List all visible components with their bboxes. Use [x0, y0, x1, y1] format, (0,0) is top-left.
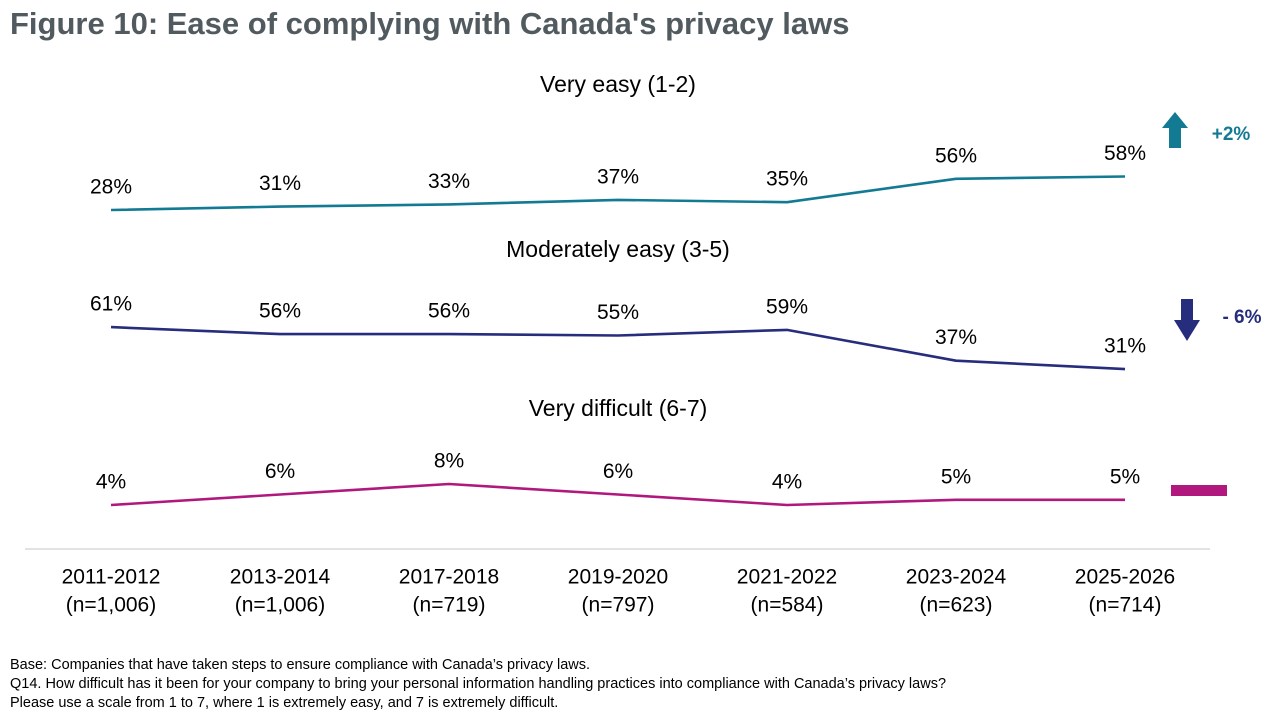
x-tick-sample-0: (n=1,006) — [66, 594, 156, 617]
x-tick-label-1: 2013-2014 — [230, 566, 331, 589]
x-tick-label-6: 2025-2026 — [1075, 566, 1175, 589]
series-line-2 — [110, 482, 1125, 507]
data-label-1-2: 56% — [428, 300, 470, 323]
x-tick-label-3: 2019-2020 — [568, 566, 668, 589]
data-label-2-5: 5% — [941, 465, 971, 488]
page-title: Figure 10: Ease of complying with Canada… — [10, 6, 850, 41]
change-label-1: - 6% — [1222, 307, 1261, 328]
data-label-0-6: 58% — [1104, 142, 1146, 165]
no-change-dash-icon — [1171, 485, 1227, 496]
data-label-1-3: 55% — [597, 301, 639, 324]
series-line-0 — [110, 175, 1126, 212]
x-tick-sample-1: (n=1,006) — [235, 594, 325, 617]
change-label-0: +2% — [1212, 124, 1251, 145]
x-tick-label-0: 2011-2012 — [62, 566, 161, 589]
series-title-0: Very easy (1-2) — [540, 71, 696, 97]
data-label-0-3: 37% — [597, 165, 639, 188]
x-tick-sample-4: (n=584) — [751, 594, 824, 617]
data-label-1-1: 56% — [259, 300, 301, 323]
x-tick-label-5: 2023-2024 — [906, 566, 1007, 589]
data-label-0-0: 28% — [90, 176, 132, 199]
data-label-0-4: 35% — [766, 168, 808, 191]
up-arrow-icon — [1162, 112, 1188, 148]
series-line-1 — [110, 325, 1126, 371]
footnote: Base: Companies that have taken steps to… — [10, 656, 946, 713]
data-label-2-4: 4% — [772, 471, 802, 494]
down-arrow-icon — [1174, 299, 1200, 341]
data-label-2-1: 6% — [265, 460, 295, 483]
data-label-0-5: 56% — [935, 144, 977, 167]
footnote-question: Q14. How difficult has it been for your … — [10, 676, 947, 692]
data-label-1-5: 37% — [935, 326, 977, 349]
x-tick-label-2: 2017-2018 — [399, 566, 499, 589]
data-label-0-2: 33% — [428, 170, 470, 193]
x-tick-sample-3: (n=797) — [582, 594, 655, 617]
footnote-scale: Please use a scale from 1 to 7, where 1 … — [10, 695, 559, 711]
data-label-1-6: 31% — [1104, 335, 1146, 358]
series-title-2: Very difficult (6-7) — [529, 395, 708, 421]
data-label-1-0: 61% — [90, 293, 132, 316]
data-label-2-3: 6% — [603, 460, 633, 483]
data-label-2-0: 4% — [96, 471, 126, 494]
data-label-1-4: 59% — [766, 295, 808, 318]
data-label-0-1: 31% — [259, 172, 301, 195]
x-tick-sample-5: (n=623) — [920, 594, 993, 617]
series-title-1: Moderately easy (3-5) — [506, 236, 730, 262]
footnote-base: Base: Companies that have taken steps to… — [10, 657, 591, 673]
x-tick-sample-6: (n=714) — [1089, 594, 1162, 617]
data-label-2-2: 8% — [434, 450, 464, 473]
x-tick-sample-2: (n=719) — [413, 594, 486, 617]
x-tick-label-4: 2021-2022 — [737, 566, 837, 589]
line-chart: Very easy (1-2) 28% 31% 33% 37% 35% 56% 58% +2% M… — [25, 71, 1262, 617]
data-label-2-6: 5% — [1110, 465, 1140, 488]
